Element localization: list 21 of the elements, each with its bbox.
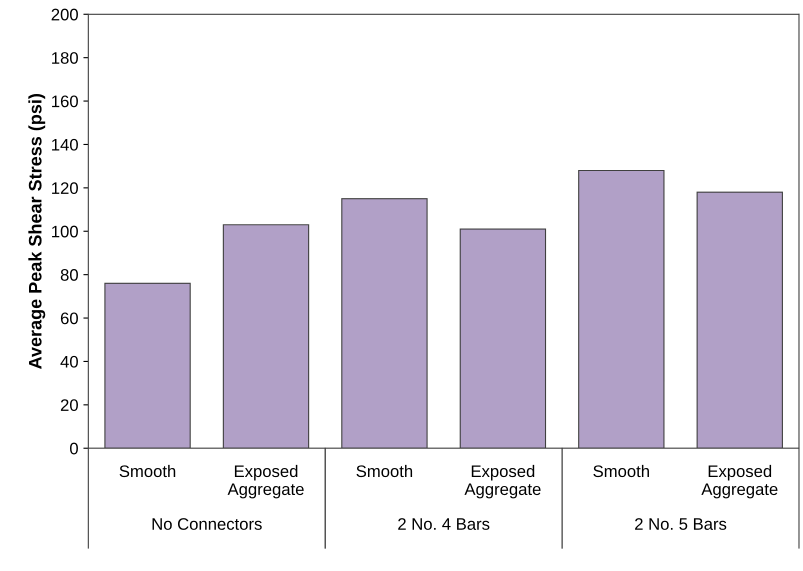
y-tick-label: 20	[60, 399, 78, 412]
x-tick-label: Smooth	[593, 464, 649, 478]
x-tick-label: Exposed Aggregate	[228, 464, 304, 498]
y-tick-label: 180	[52, 52, 78, 64]
text: No Connectors	[152, 518, 262, 530]
x-tick-label: Smooth	[120, 464, 176, 478]
y-axis-title: Average Peak Shear Stress (psi)	[28, 94, 46, 369]
y-tick-label: 40	[60, 356, 78, 368]
y-tick-label: 60	[60, 312, 78, 324]
text: 2 No. 4 Bars	[398, 518, 490, 530]
y-tick-label: 160	[52, 95, 78, 108]
y-tick-label: 120	[52, 182, 78, 194]
y-tick-label: 0	[70, 442, 78, 454]
y-tick-label: 140	[52, 138, 78, 151]
y-tick-label: 100	[52, 226, 78, 238]
x-tick-label: Smooth	[356, 464, 412, 478]
text: 2 No. 5 Bars	[635, 518, 726, 530]
y-tick-label: 80	[60, 269, 78, 281]
y-tick-label: 200	[52, 8, 78, 20]
x-tick-label: Exposed Aggregate	[701, 464, 778, 498]
x-tick-label: Exposed Aggregate	[464, 464, 541, 498]
